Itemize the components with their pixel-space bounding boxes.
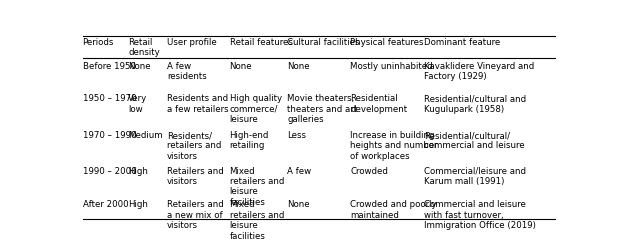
Text: Commercial and leisure
with fast turnover,
Immigration Office (2019): Commercial and leisure with fast turnove… bbox=[424, 200, 536, 230]
Text: Mixed
retailers and
leisure
facilities: Mixed retailers and leisure facilities bbox=[230, 200, 284, 240]
Text: User profile: User profile bbox=[167, 38, 216, 47]
Text: 1990 – 2000: 1990 – 2000 bbox=[83, 167, 136, 176]
Text: Residential/cultural and
Kugulupark (1958): Residential/cultural and Kugulupark (195… bbox=[424, 94, 526, 114]
Text: Crowded: Crowded bbox=[350, 167, 388, 176]
Text: Kavaklidere Vineyard and
Factory (1929): Kavaklidere Vineyard and Factory (1929) bbox=[424, 62, 534, 81]
Text: Mixed
retailers and
leisure
facilities: Mixed retailers and leisure facilities bbox=[230, 167, 284, 207]
Text: Retailers and
visitors: Retailers and visitors bbox=[167, 167, 224, 186]
Text: Residential
development: Residential development bbox=[350, 94, 407, 114]
Text: 1970 – 1990: 1970 – 1990 bbox=[83, 131, 136, 140]
Text: A few
residents: A few residents bbox=[167, 62, 207, 81]
Text: A few: A few bbox=[287, 167, 312, 176]
Text: Less: Less bbox=[287, 131, 307, 140]
Text: After 2000: After 2000 bbox=[83, 200, 128, 209]
Text: None: None bbox=[128, 62, 151, 71]
Text: Crowded and poorly
maintained: Crowded and poorly maintained bbox=[350, 200, 437, 220]
Text: High-end
retailing: High-end retailing bbox=[230, 131, 269, 150]
Text: Residents and
a few retailers: Residents and a few retailers bbox=[167, 94, 228, 114]
Text: 1950 – 1970: 1950 – 1970 bbox=[83, 94, 136, 104]
Text: Increase in building
heights and number
of workplaces: Increase in building heights and number … bbox=[350, 131, 438, 161]
Text: Retailers and
a new mix of
visitors: Retailers and a new mix of visitors bbox=[167, 200, 224, 230]
Text: Movie theaters,
theaters and art
galleries: Movie theaters, theaters and art galleri… bbox=[287, 94, 358, 124]
Text: Retail
density: Retail density bbox=[128, 38, 160, 57]
Text: None: None bbox=[230, 62, 252, 71]
Text: Periods: Periods bbox=[83, 38, 114, 47]
Text: Residential/cultural/
commercial and leisure: Residential/cultural/ commercial and lei… bbox=[424, 131, 524, 150]
Text: None: None bbox=[287, 200, 310, 209]
Text: Very
low: Very low bbox=[128, 94, 147, 114]
Text: High: High bbox=[128, 167, 148, 176]
Text: High: High bbox=[128, 200, 148, 209]
Text: Medium: Medium bbox=[128, 131, 163, 140]
Text: Cultural facilities: Cultural facilities bbox=[287, 38, 360, 47]
Text: Dominant feature: Dominant feature bbox=[424, 38, 500, 47]
Text: Physical features: Physical features bbox=[350, 38, 424, 47]
Text: None: None bbox=[287, 62, 310, 71]
Text: Residents/
retailers and
visitors: Residents/ retailers and visitors bbox=[167, 131, 221, 161]
Text: Retail features: Retail features bbox=[230, 38, 292, 47]
Text: High quality
commerce/
leisure: High quality commerce/ leisure bbox=[230, 94, 282, 124]
Text: Before 1950: Before 1950 bbox=[83, 62, 136, 71]
Text: Mostly uninhabited: Mostly uninhabited bbox=[350, 62, 433, 71]
Text: Commercial/leisure and
Karum mall (1991): Commercial/leisure and Karum mall (1991) bbox=[424, 167, 526, 186]
